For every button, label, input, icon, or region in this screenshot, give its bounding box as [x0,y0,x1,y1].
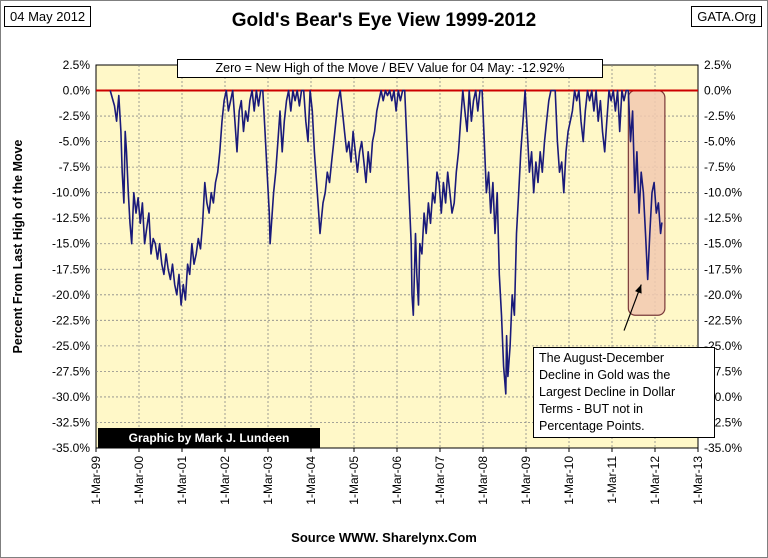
y-tick-label-left: -2.5% [59,109,91,123]
x-tick-label: 1-Mar-05 [347,456,361,505]
x-tick-label: 1-Mar-07 [433,456,447,505]
chart-title: Gold's Bear's Eye View 1999-2012 [231,10,537,31]
y-tick-label-right: -12.5% [704,211,742,225]
x-tick-label: 1-Mar-06 [390,456,404,505]
x-tick-label: 1-Mar-13 [691,456,705,505]
x-tick-label: 1-Mar-01 [175,456,189,505]
y-tick-label-left: -7.5% [59,160,91,174]
y-tick-label-left: -22.5% [52,313,90,327]
annotation-box: The August-December Decline in Gold was … [533,347,715,438]
x-tick-label: 1-Mar-09 [519,456,533,505]
date-label: 04 May 2012 [4,6,92,27]
highlight-region [627,89,666,316]
y-tick-label-right: -7.5% [704,160,736,174]
site-label: GATA.Org [691,6,762,27]
y-tick-label-right: -15.0% [704,237,742,251]
y-tick-label-left: -10.0% [52,186,90,200]
y-tick-label-right: -17.5% [704,262,742,276]
y-tick-label-left: -30.0% [52,390,90,404]
y-tick-label-left: -25.0% [52,339,90,353]
x-tick-label: 1-Mar-04 [304,456,318,505]
y-tick-label-right: 0.0% [704,84,732,98]
y-tick-label-left: -20.0% [52,288,90,302]
y-tick-label-left: -5.0% [59,135,91,149]
y-tick-label-left: 2.5% [63,58,91,72]
y-tick-label-left: -17.5% [52,262,90,276]
y-tick-label-left: -15.0% [52,237,90,251]
y-axis-label: Percent From Last High of the Move [11,139,25,353]
x-tick-label: 1-Mar-03 [261,456,275,505]
x-tick-label: 1-Mar-99 [89,456,103,505]
y-tick-label-right: -2.5% [704,109,736,123]
series-line [109,89,663,395]
y-tick-label-left: -12.5% [52,211,90,225]
chart-subtitle: Zero = New High of the Move / BEV Value … [177,59,603,78]
y-tick-label-right: -5.0% [704,135,736,149]
source-label: Source WWW. Sharelynx.Com [291,530,477,545]
credit-label: Graphic by Mark J. Lundeen [98,428,320,448]
y-tick-label-left: 0.0% [63,84,91,98]
x-tick-label: 1-Mar-12 [648,456,662,505]
y-tick-label-right: -35.0% [704,441,742,455]
x-tick-label: 1-Mar-00 [132,456,146,505]
y-tick-label-left: -32.5% [52,415,90,429]
y-tick-label-right: -22.5% [704,313,742,327]
y-tick-label-right: -10.0% [704,186,742,200]
y-tick-label-left: -27.5% [52,364,90,378]
annotation-arrow-head [635,284,642,294]
x-tick-label: 1-Mar-11 [605,456,619,504]
y-tick-label-right: 2.5% [704,58,732,72]
x-tick-label: 1-Mar-02 [218,456,232,505]
x-tick-label: 1-Mar-10 [562,456,576,505]
y-tick-label-right: -20.0% [704,288,742,302]
y-tick-label-left: -35.0% [52,441,90,455]
x-tick-label: 1-Mar-08 [476,456,490,505]
